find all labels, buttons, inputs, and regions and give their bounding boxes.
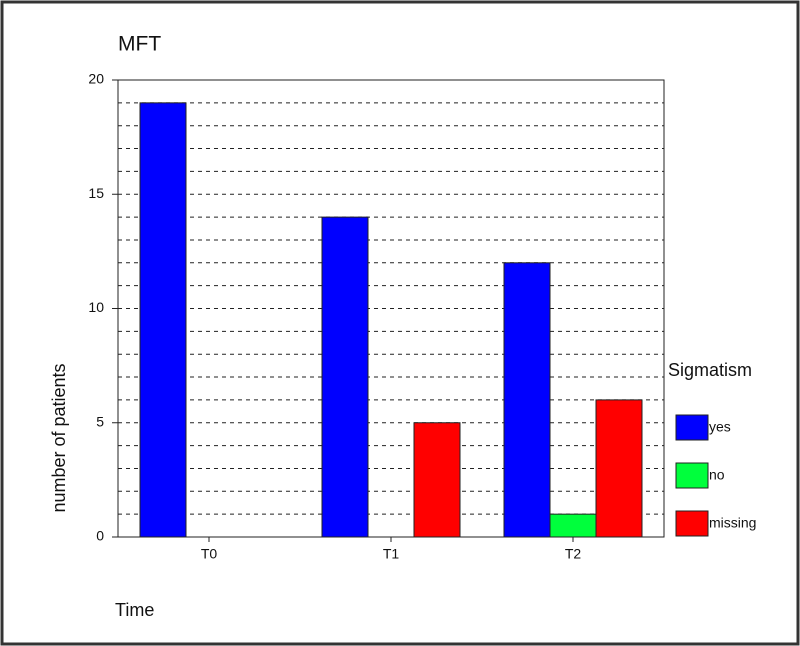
legend-swatch: [675, 462, 709, 489]
legend-label: missing: [709, 515, 756, 531]
y-tick-label: 10: [88, 299, 104, 315]
y-tick-label: 15: [88, 185, 104, 201]
x-tick-label: T0: [201, 546, 218, 562]
bar: [321, 216, 369, 538]
y-axis-label: number of patients: [49, 363, 69, 512]
x-axis-label: Time: [115, 600, 154, 620]
bar: [595, 399, 643, 538]
chart-title: MFT: [118, 33, 161, 56]
bar: [139, 102, 187, 538]
bar: [549, 513, 597, 538]
legend-label: no: [709, 467, 725, 483]
legend-swatch: [675, 510, 709, 537]
bar: [503, 262, 551, 538]
legend-swatch: [675, 414, 709, 441]
legend-title: Sigmatism: [668, 360, 752, 380]
y-tick-label: 0: [96, 528, 104, 544]
x-tick-label: T1: [383, 546, 400, 562]
x-tick-label: T2: [565, 546, 582, 562]
y-tick-label: 20: [88, 71, 104, 87]
bar: [413, 422, 461, 538]
y-tick-label: 5: [96, 413, 104, 429]
legend-label: yes: [709, 419, 731, 435]
